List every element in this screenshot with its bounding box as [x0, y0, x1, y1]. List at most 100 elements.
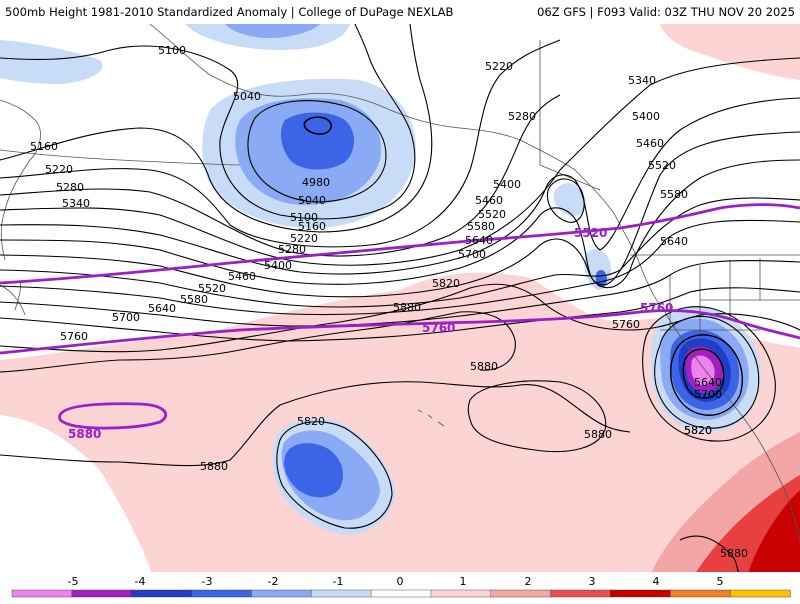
contour-5580	[0, 197, 800, 308]
contour-label: 5400	[493, 178, 521, 191]
contour-label: 5880	[720, 547, 748, 560]
contour-label: 5100	[290, 211, 318, 224]
japan-coast	[0, 279, 26, 316]
contour-label: 5520	[648, 159, 676, 172]
contour-label: 5700	[458, 248, 486, 261]
contour-label: 5640	[148, 302, 176, 315]
state-borders	[660, 258, 800, 340]
contour-5160-a	[0, 24, 433, 233]
climo-label: 5760	[640, 301, 673, 315]
canada-coast	[574, 169, 666, 313]
mexico-coast	[779, 479, 800, 541]
contour-label: 5100	[158, 44, 186, 57]
climo-label-layer: 5520 5760 5760 5880	[68, 226, 673, 441]
colorbar-segment	[11, 589, 73, 598]
contour-label: 4980	[302, 176, 330, 189]
colorbar-tick: -2	[268, 575, 279, 588]
colorbar-tick: -4	[135, 575, 146, 588]
hawaii-islands	[417, 409, 445, 427]
colorbar-tick: 2	[525, 575, 532, 588]
contour-label: 5640	[694, 376, 722, 389]
colorbar-segment	[370, 589, 432, 598]
climo-label: 5520	[574, 226, 607, 240]
contour-5880-south	[0, 381, 631, 467]
contour-5460	[0, 131, 800, 286]
colorbar-segments	[11, 589, 791, 598]
colorbar-segment	[729, 589, 791, 598]
positive-anomaly-region-1-central-bay	[332, 446, 586, 572]
contour-label: 5640	[660, 235, 688, 248]
contour-5880-loop	[467, 380, 607, 453]
colorbar-segment	[610, 589, 672, 598]
contour-5820-subtropical	[276, 421, 393, 529]
colorbar-segment	[430, 589, 492, 598]
contour-label: 5820	[684, 424, 712, 437]
contour-5640-socal	[682, 348, 725, 399]
contour-label: 5220	[485, 60, 513, 73]
map-area[interactable]: 5100 5040 4980 5040 5100 5160 5220 5280 …	[0, 24, 800, 572]
contour-label: 5700	[112, 311, 140, 324]
anomaly-colorbar: -5 -4 -3 -2 -1 0 1 2 3 4 5	[0, 572, 800, 600]
model-run-info: 06Z GFS | F093 Valid: 03Z THU NOV 20 202…	[537, 5, 795, 19]
colorbar-tick: 5	[717, 575, 724, 588]
climatology-lines	[0, 203, 800, 430]
contour-5760	[0, 287, 800, 342]
contour-5100	[0, 24, 416, 220]
contour-label: 5700	[694, 388, 722, 401]
contour-label: 5280	[508, 110, 536, 123]
alaska-border	[539, 40, 601, 191]
contour-5820-socal	[642, 306, 776, 442]
contour-label: 5880	[584, 428, 612, 441]
contour-5640	[0, 219, 800, 316]
contour-label-layer: 5100 5040 4980 5040 5100 5160 5220 5280 …	[30, 44, 748, 560]
climo-line-5880	[58, 402, 167, 430]
climo-label: 5760	[422, 321, 455, 335]
contour-label: 5460	[636, 137, 664, 150]
climo-line-5760	[0, 309, 800, 355]
contour-5760-socal	[654, 316, 760, 429]
contour-4980	[303, 116, 333, 135]
colorbar-tick: -3	[202, 575, 213, 588]
height-contours	[0, 24, 800, 572]
contour-label: 5340	[62, 197, 90, 210]
anomaly-map[interactable]: 5100 5040 4980 5040 5100 5160 5220 5280 …	[0, 24, 800, 572]
contour-label: 5580	[467, 220, 495, 233]
climo-label: 5880	[68, 427, 101, 441]
contour-label: 5280	[278, 243, 306, 256]
contour-label: 5520	[198, 282, 226, 295]
map-header: 500mb Height 1981-2010 Standardized Anom…	[0, 0, 800, 24]
contour-5700	[0, 259, 800, 327]
contour-label: 5340	[628, 74, 656, 87]
colorbar-tick: -5	[68, 575, 79, 588]
contour-label: 5820	[432, 277, 460, 290]
west-coast-us	[664, 311, 781, 481]
asia-coast	[0, 99, 41, 261]
contour-5340	[0, 57, 800, 266]
positive-anomaly-region-tropics	[0, 272, 800, 572]
contour-label: 5400	[632, 110, 660, 123]
contour-label: 5160	[30, 140, 58, 153]
negative-anomaly-region-aleutian-3	[280, 112, 355, 170]
colorbar-segment	[251, 589, 312, 598]
contour-label: 5040	[298, 194, 326, 207]
contour-5580-gulf	[546, 178, 585, 223]
colorbar-segment	[550, 589, 612, 598]
contour-label: 5400	[264, 259, 292, 272]
colorbar-tick: 1	[460, 575, 467, 588]
contour-label: 5820	[684, 424, 712, 437]
negative-anomaly-region-gulf	[553, 183, 586, 217]
colorbar-segment	[191, 589, 253, 598]
contour-label: 5580	[180, 293, 208, 306]
colorbar-segment	[670, 589, 731, 598]
positive-anomaly-shading	[0, 24, 800, 572]
negative-anomaly-region-bering	[0, 40, 103, 84]
colorbar-segment	[311, 589, 372, 598]
colorbar-tick-labels: -5 -4 -3 -2 -1 0 1 2 3 4 5	[68, 575, 724, 588]
contour-5400	[0, 97, 800, 275]
contour-label: 5580	[660, 188, 688, 201]
contour-label: 5880	[200, 460, 228, 473]
climo-line-5520	[0, 203, 800, 285]
contour-label: 5520	[478, 208, 506, 221]
contour-label: 5880	[470, 360, 498, 373]
contour-label: 5460	[475, 194, 503, 207]
